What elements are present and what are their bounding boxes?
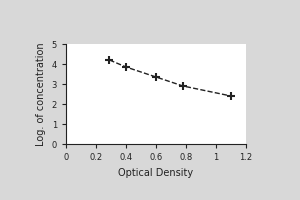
X-axis label: Optical Density: Optical Density [118,168,194,178]
Y-axis label: Log. of concentration: Log. of concentration [36,42,46,146]
